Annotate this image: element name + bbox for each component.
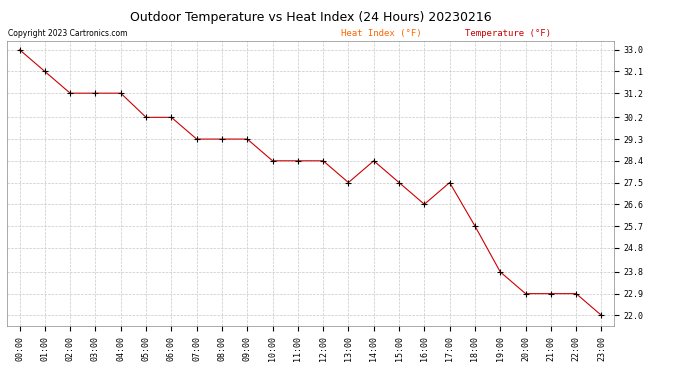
Text: Copyright 2023 Cartronics.com: Copyright 2023 Cartronics.com: [8, 29, 127, 38]
Text: Temperature (°F): Temperature (°F): [465, 29, 551, 38]
Text: Heat Index (°F): Heat Index (°F): [341, 29, 422, 38]
Text: Outdoor Temperature vs Heat Index (24 Hours) 20230216: Outdoor Temperature vs Heat Index (24 Ho…: [130, 11, 491, 24]
